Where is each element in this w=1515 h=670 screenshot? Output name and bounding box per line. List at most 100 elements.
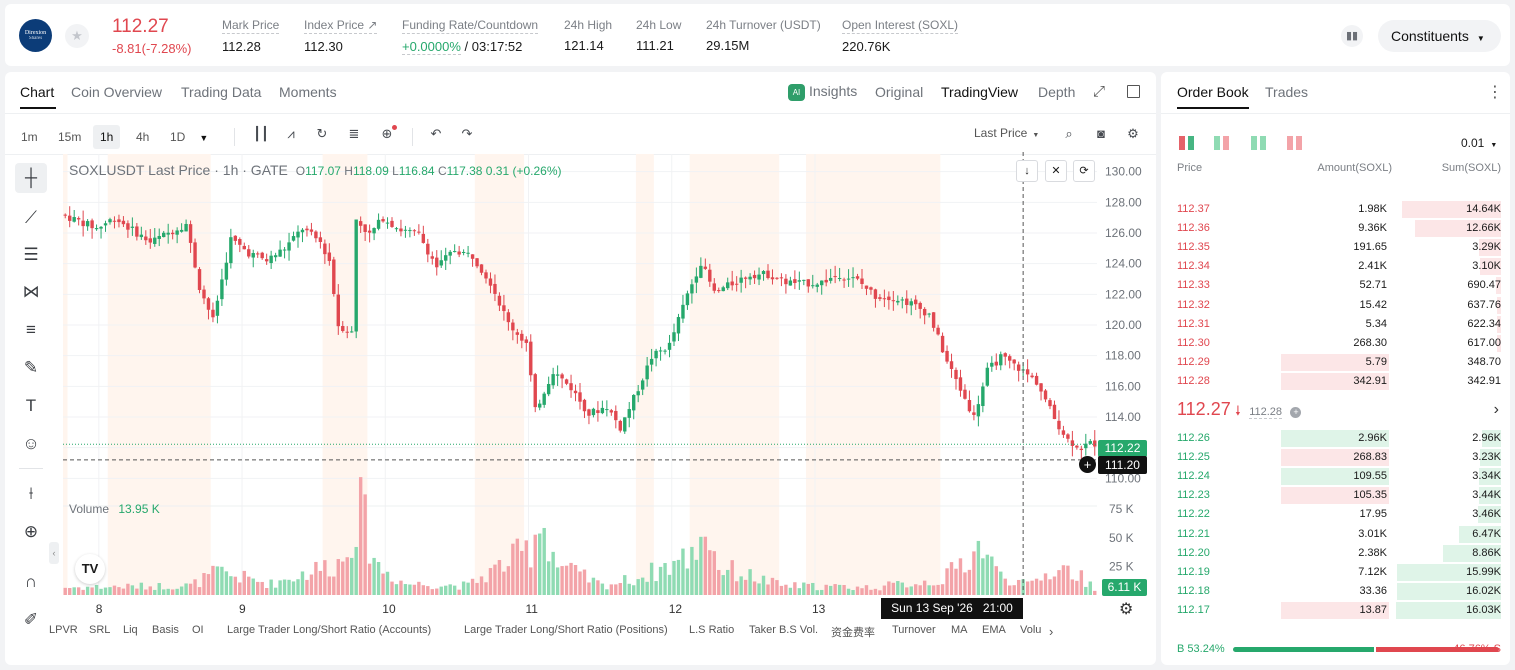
maximize-icon[interactable] bbox=[1127, 85, 1140, 98]
undo-icon[interactable]: ↶ bbox=[430, 126, 442, 141]
ask-row[interactable]: 112.30 268.30 617.00 bbox=[1161, 334, 1510, 353]
stat-label[interactable]: 24h High bbox=[564, 18, 613, 32]
indicator-taker-vol[interactable]: Taker B.S Vol. bbox=[749, 624, 819, 636]
ask-row[interactable]: 112.31 5.34 622.34 bbox=[1161, 315, 1510, 334]
more-icon[interactable]: ⋮ bbox=[1487, 84, 1503, 101]
tab-trades[interactable]: Trades bbox=[1265, 84, 1309, 100]
view-asks-icon[interactable] bbox=[1287, 136, 1302, 150]
timeframe-1d[interactable]: 1D ▼ bbox=[163, 125, 215, 149]
tab-depth[interactable]: Depth bbox=[1038, 84, 1076, 100]
insights-button[interactable]: AI Insights bbox=[788, 83, 857, 101]
tab-original[interactable]: Original bbox=[875, 84, 924, 100]
bid-row[interactable]: 112.22 17.95 3.46K bbox=[1161, 505, 1510, 524]
stat-label[interactable]: 24h Turnover (USDT) bbox=[706, 18, 821, 32]
fullscreen-icon[interactable]: ⤢ bbox=[1093, 83, 1106, 100]
indicator-funding[interactable]: 资金费率 bbox=[831, 627, 875, 639]
gear-icon[interactable]: ⚙ bbox=[1127, 126, 1139, 141]
text-icon[interactable]: T bbox=[25, 396, 37, 415]
precision-select[interactable]: 0.01 ▼ bbox=[1461, 136, 1497, 150]
tab-tradingview[interactable]: TradingView bbox=[941, 84, 1019, 100]
ask-row[interactable]: 112.36 9.36K 12.66K bbox=[1161, 219, 1510, 238]
indicator-oi[interactable]: OI bbox=[192, 624, 204, 636]
bid-row[interactable]: 112.17 13.87 16.03K bbox=[1161, 601, 1510, 620]
indicator-srl[interactable]: SRL bbox=[89, 624, 111, 636]
indicator-ema[interactable]: EMA bbox=[982, 624, 1006, 636]
tab-trading-data[interactable]: Trading Data bbox=[181, 84, 262, 100]
redo-icon[interactable]: ↷ bbox=[461, 126, 473, 141]
indicators-icon[interactable]: ⩘ bbox=[287, 126, 295, 141]
scroll-left-icon[interactable]: ‹ bbox=[49, 542, 59, 564]
ask-row[interactable]: 112.29 5.79 348.70 bbox=[1161, 353, 1510, 372]
ask-row[interactable]: 112.32 15.42 637.76 bbox=[1161, 296, 1510, 315]
view-both-icon[interactable] bbox=[1179, 136, 1194, 150]
candle-type-icon[interactable]: ┃┃ bbox=[253, 126, 269, 141]
indicator-ls-ratio[interactable]: L.S Ratio bbox=[689, 624, 735, 636]
book-icon[interactable]: ▮▮ bbox=[1341, 25, 1363, 47]
indicator-volume[interactable]: Volu bbox=[1020, 624, 1042, 636]
tab-coin-overview[interactable]: Coin Overview bbox=[71, 84, 163, 100]
ask-row[interactable]: 112.28 342.91 342.91 bbox=[1161, 372, 1510, 391]
search-icon[interactable]: ⌕ bbox=[1065, 126, 1073, 141]
bid-row[interactable]: 112.20 2.38K 8.86K bbox=[1161, 544, 1510, 563]
chevron-right-icon[interactable]: › bbox=[1049, 624, 1054, 639]
ask-row[interactable]: 112.37 1.98K 14.64K bbox=[1161, 200, 1510, 219]
timeframe-15m[interactable]: 15m bbox=[58, 130, 82, 144]
star-icon[interactable]: ★ bbox=[65, 24, 89, 48]
ask-row[interactable]: 112.35 191.65 3.29K bbox=[1161, 238, 1510, 257]
ask-row[interactable]: 112.33 52.71 690.47 bbox=[1161, 276, 1510, 295]
magnet-icon[interactable]: ∩ bbox=[24, 572, 38, 591]
bid-row[interactable]: 112.26 2.96K 2.96K bbox=[1161, 429, 1510, 448]
timeframe-1h[interactable]: 1h bbox=[93, 125, 121, 149]
indicator-turnover[interactable]: Turnover bbox=[892, 624, 936, 636]
stat-label[interactable]: Open Interest (SOXL) bbox=[842, 18, 959, 34]
tab-moments[interactable]: Moments bbox=[279, 84, 337, 100]
tab-chart[interactable]: Chart bbox=[20, 84, 55, 100]
mid-price-row[interactable]: 112.27 🠗 112.28 + › bbox=[1177, 399, 1499, 423]
indicator-lt-positions[interactable]: Large Trader Long/Short Ratio (Positions… bbox=[464, 624, 668, 636]
indicator-lpvr[interactable]: LPVR bbox=[49, 624, 78, 636]
swap-button[interactable]: ⟳ bbox=[1073, 160, 1095, 182]
view-split-icon[interactable] bbox=[1214, 136, 1229, 150]
camera-icon[interactable]: ◙ bbox=[1097, 126, 1105, 141]
lock-drawing-icon[interactable]: ✐ bbox=[23, 610, 39, 629]
scroll-down-button[interactable]: ↓ bbox=[1016, 160, 1038, 182]
price-source-select[interactable]: Last Price ▼ bbox=[974, 126, 1039, 140]
bid-row[interactable]: 112.21 3.01K 6.47K bbox=[1161, 525, 1510, 544]
bid-row[interactable]: 112.24 109.55 3.34K bbox=[1161, 467, 1510, 486]
price-chart[interactable]: 130.00 128.00 126.00 124.00 122.00 120.00 118.… bbox=[5, 72, 1156, 665]
crosshair-icon[interactable]: ┼ bbox=[15, 163, 47, 193]
indicator-liq[interactable]: Liq bbox=[123, 624, 138, 636]
collapse-button[interactable]: ✕ bbox=[1045, 160, 1067, 182]
bid-row[interactable]: 112.25 268.83 3.23K bbox=[1161, 448, 1510, 467]
tab-order-book[interactable]: Order Book bbox=[1177, 84, 1249, 100]
timeframe-1m[interactable]: 1m bbox=[21, 130, 38, 144]
emoji-icon[interactable]: ☺ bbox=[22, 434, 40, 453]
stat-label[interactable]: Funding Rate/Countdown bbox=[402, 18, 539, 34]
view-bids-icon[interactable] bbox=[1251, 136, 1266, 150]
timeframe-4h[interactable]: 4h bbox=[136, 130, 150, 144]
pattern-icon[interactable]: ⋈ bbox=[22, 282, 40, 301]
stat-label[interactable]: Mark Price bbox=[222, 18, 280, 34]
bid-row[interactable]: 112.23 105.35 3.44K bbox=[1161, 486, 1510, 505]
indicator-basis[interactable]: Basis bbox=[152, 624, 179, 636]
ruler-icon[interactable]: ⟊ bbox=[28, 484, 34, 503]
add-alert-icon[interactable]: + bbox=[1079, 456, 1096, 473]
alert-add-icon[interactable]: ⊕ bbox=[377, 125, 397, 142]
stat-label[interactable]: Index Price ↗ bbox=[304, 18, 378, 34]
zoom-in-icon[interactable]: ⊕ bbox=[23, 522, 39, 541]
horizontal-lines-icon[interactable]: ☰ bbox=[23, 245, 39, 264]
chevron-right-icon[interactable]: › bbox=[1493, 401, 1499, 418]
indicator-lt-accounts[interactable]: Large Trader Long/Short Ratio (Accounts) bbox=[227, 624, 432, 636]
fib-icon[interactable]: ≡ bbox=[26, 320, 36, 339]
templates-icon[interactable]: ≣ bbox=[348, 126, 360, 141]
trend-line-icon[interactable]: ⟋ bbox=[25, 208, 37, 227]
ask-row[interactable]: 112.34 2.41K 3.10K bbox=[1161, 257, 1510, 276]
bid-row[interactable]: 112.18 33.36 16.02K bbox=[1161, 582, 1510, 601]
constituents-button[interactable]: Constituents ▼ bbox=[1378, 20, 1501, 52]
brush-icon[interactable]: ✎ bbox=[23, 358, 39, 377]
chart-settings-icon[interactable]: ⚙ bbox=[1119, 601, 1134, 618]
indicator-ma[interactable]: MA bbox=[951, 624, 968, 636]
bid-row[interactable]: 112.19 7.12K 15.99K bbox=[1161, 563, 1510, 582]
replay-icon[interactable]: ↻ bbox=[316, 126, 328, 141]
stat-label[interactable]: 24h Low bbox=[636, 18, 682, 32]
